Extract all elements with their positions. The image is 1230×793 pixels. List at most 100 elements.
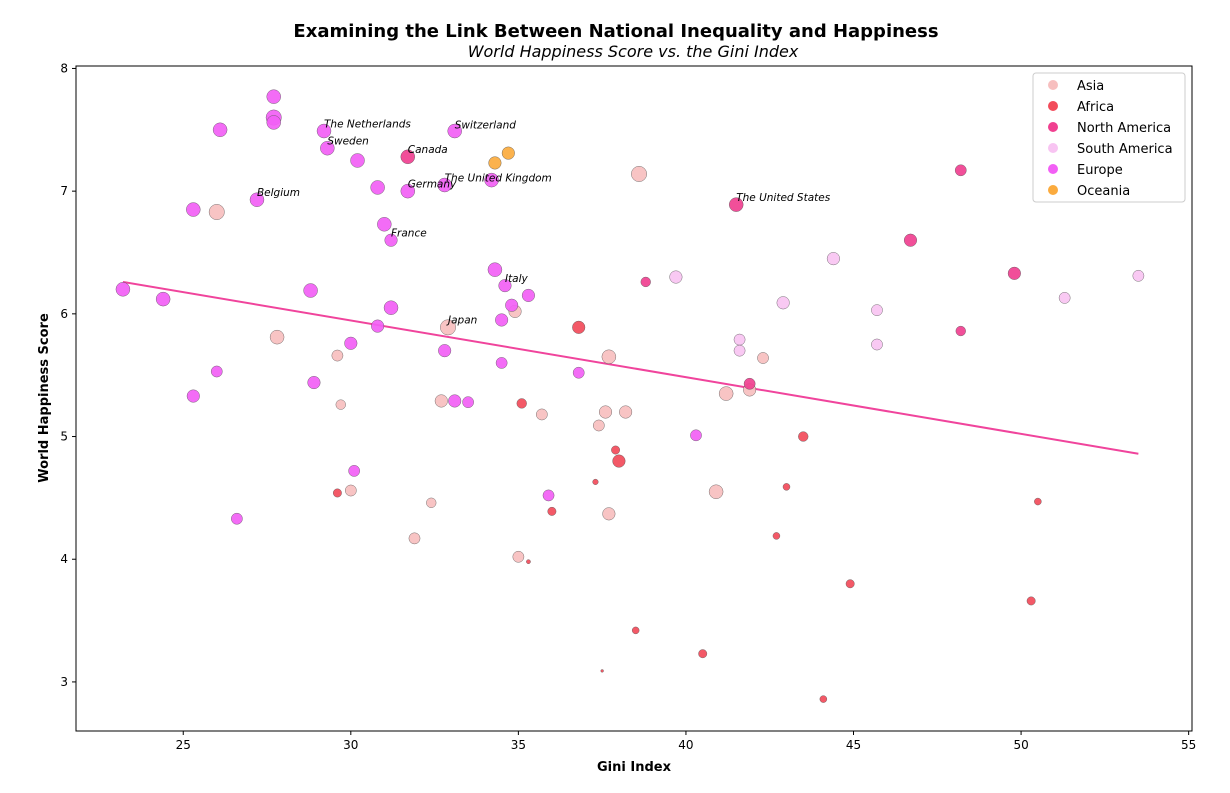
series-south-america (669, 252, 1145, 357)
annotation-label: Germany (408, 178, 457, 190)
data-point (1007, 266, 1021, 280)
data-point (495, 357, 508, 369)
data-point (690, 429, 702, 442)
data-point (619, 405, 633, 419)
legend-item: Europe (1048, 163, 1123, 178)
data-point (782, 483, 791, 491)
data-point (718, 386, 734, 401)
data-point (269, 329, 285, 345)
data-point (845, 579, 855, 589)
legend-marker (1048, 164, 1058, 174)
x-tick-label: 45 (846, 738, 861, 752)
legend-label: Oceania (1077, 184, 1130, 199)
data-point (516, 398, 527, 409)
annotation-label: Belgium (257, 187, 300, 199)
data-point (903, 233, 917, 247)
legend-item: South America (1048, 142, 1173, 157)
data-point (426, 497, 437, 508)
data-point (612, 454, 626, 468)
data-points (115, 89, 1145, 703)
data-point (320, 141, 335, 156)
x-tick-label: 55 (1181, 738, 1196, 752)
x-tick-label: 40 (678, 738, 693, 752)
legend-item: Asia (1048, 79, 1104, 94)
data-point (484, 172, 499, 188)
data-point (1058, 292, 1071, 304)
y-tick-label: 8 (60, 61, 68, 75)
data-point (400, 149, 415, 164)
data-point (954, 164, 967, 177)
data-point (210, 365, 223, 378)
annotation-label: Italy (505, 273, 529, 285)
x-tick-label: 30 (343, 738, 358, 752)
data-point (547, 506, 557, 516)
data-point (640, 276, 651, 288)
country-annotations: The Netherlands Switzerland Sweden Canada Th… (257, 118, 831, 326)
plot-frame (75, 65, 1193, 732)
chart-title: Examining the Link Between National Ineq… (293, 21, 938, 42)
data-point (335, 399, 346, 410)
x-tick-label: 50 (1013, 738, 1028, 752)
series-europe (115, 89, 702, 525)
data-point (601, 349, 617, 364)
x-tick-label: 35 (511, 738, 526, 752)
data-point (303, 283, 318, 298)
data-point (186, 202, 201, 217)
data-point (772, 532, 781, 540)
x-tick-label: 25 (176, 738, 191, 752)
data-point (307, 376, 321, 390)
data-point (631, 626, 640, 635)
data-point (757, 352, 769, 364)
data-point (350, 153, 365, 168)
data-point (249, 192, 265, 207)
x-axis-label: Gini Index (597, 760, 672, 775)
data-point (526, 559, 531, 564)
annotation-label: Sweden (327, 136, 369, 148)
data-point (501, 146, 515, 160)
data-point (447, 123, 462, 139)
data-point (377, 217, 392, 232)
data-point (733, 344, 746, 357)
data-point (743, 377, 756, 390)
annotation-label: The United States (736, 192, 830, 204)
data-point (592, 478, 599, 485)
legend-marker (1048, 80, 1058, 90)
y-tick-label: 5 (60, 430, 68, 444)
data-point (776, 296, 790, 310)
series-africa (333, 320, 1042, 703)
data-point (505, 298, 519, 312)
legend-marker (1048, 185, 1058, 195)
data-point (593, 419, 605, 432)
legend-marker (1048, 122, 1058, 132)
series-north-america (400, 149, 1021, 390)
data-point (572, 320, 586, 334)
series-oceania (488, 146, 515, 170)
legend-label: Europe (1077, 163, 1123, 178)
data-point (1034, 497, 1042, 506)
data-point (871, 338, 883, 351)
data-point (434, 394, 448, 408)
data-point (512, 550, 525, 563)
data-point (440, 319, 456, 336)
legend-marker (1048, 143, 1058, 153)
data-point (437, 177, 452, 193)
data-point (231, 512, 243, 525)
data-point (572, 366, 585, 379)
data-point (600, 669, 604, 673)
data-point (602, 507, 616, 521)
legend: Asia Africa North America South America Euro… (1032, 72, 1186, 203)
legend-box (1032, 72, 1186, 203)
y-tick-label: 3 (60, 675, 68, 689)
data-point (448, 394, 462, 408)
legend-label: Asia (1077, 79, 1104, 94)
data-point (599, 405, 613, 419)
x-axis-ticks: 25 30 35 40 45 50 55 (176, 731, 1196, 752)
data-point (208, 204, 225, 220)
data-point (212, 122, 228, 138)
data-point (333, 488, 342, 498)
data-point (408, 532, 421, 545)
legend-label: South America (1077, 142, 1173, 157)
data-point (819, 695, 828, 703)
data-point (733, 333, 746, 346)
trend-line (122, 280, 1139, 455)
